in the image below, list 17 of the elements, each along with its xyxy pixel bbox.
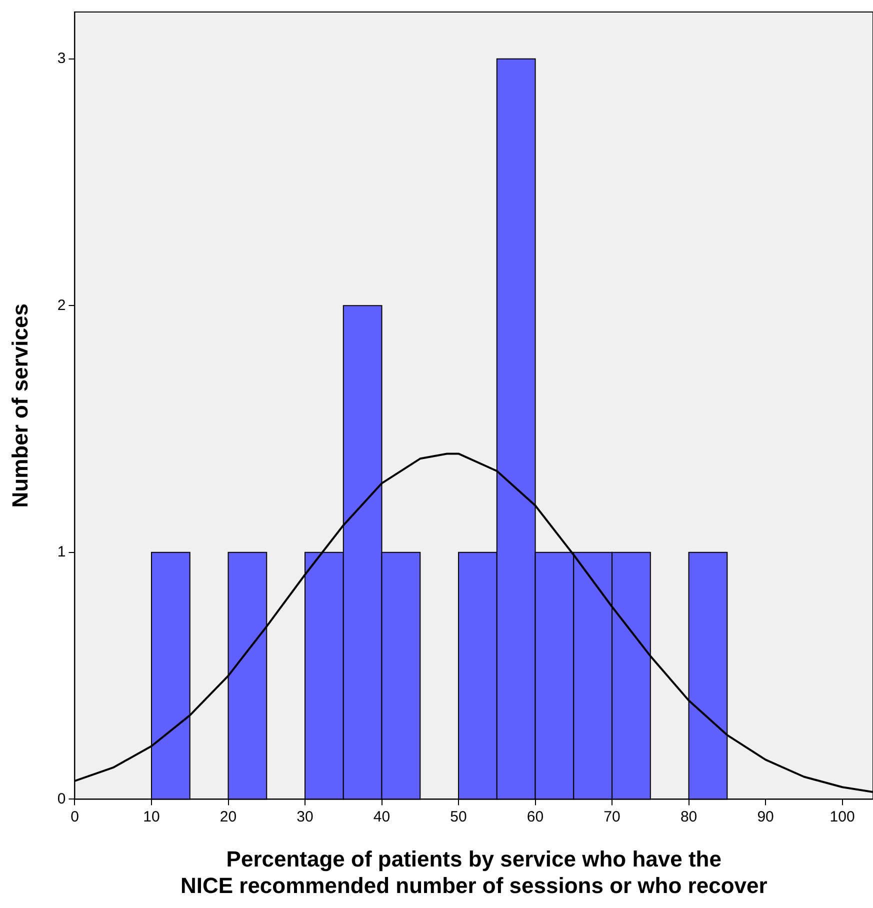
x-tick-label: 100 — [830, 808, 855, 826]
y-axis-title: Number of services — [7, 304, 32, 508]
x-tick-label: 0 — [70, 808, 79, 826]
y-tick-label: 3 — [57, 50, 66, 68]
x-axis-title: Percentage of patients by service who have the NICE recommended number of sessions or who recover — [180, 846, 768, 898]
y-tick-label: 0 — [57, 790, 66, 808]
x-tick-label: 80 — [680, 808, 698, 826]
x-tick-label: 90 — [757, 808, 774, 826]
x-tick-label: 30 — [296, 808, 314, 826]
x-tick-label: 70 — [604, 808, 620, 826]
x-tick-label: 60 — [526, 808, 544, 826]
x-tick-label: 50 — [450, 808, 467, 826]
y-tick-label: 2 — [57, 296, 66, 314]
x-tick-label: 20 — [220, 808, 237, 826]
x-tick-label: 40 — [373, 808, 390, 826]
x-tick-label: 10 — [143, 808, 160, 826]
y-tick-label: 1 — [57, 544, 66, 561]
